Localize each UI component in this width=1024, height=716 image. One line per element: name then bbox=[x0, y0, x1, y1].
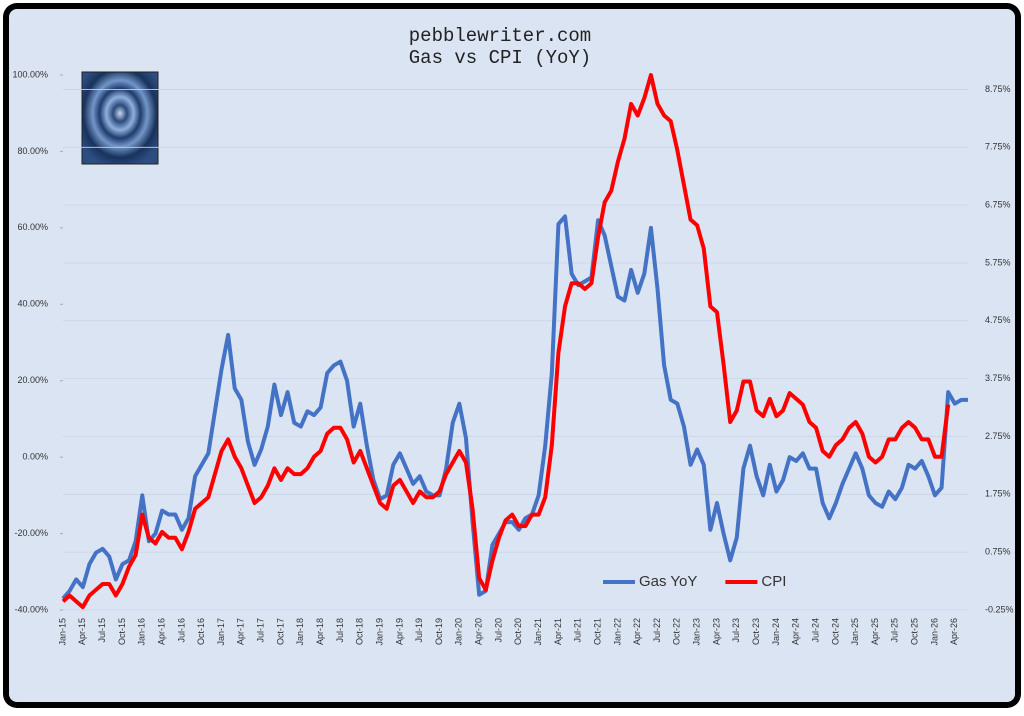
x-tick-label: Jul-16 bbox=[176, 618, 186, 643]
x-tick-label: Jul-23 bbox=[731, 618, 741, 643]
x-tick-label: Jan-16 bbox=[137, 618, 147, 646]
y2-tick-label: 3.75% bbox=[985, 373, 1011, 383]
y2-tick-label: 8.75% bbox=[985, 84, 1011, 94]
x-tick-label: Jan-26 bbox=[929, 618, 939, 646]
x-tick-label: Jul-17 bbox=[256, 618, 266, 643]
x-tick-label: Jul-25 bbox=[890, 618, 900, 643]
x-tick-label: Jan-15 bbox=[57, 618, 67, 646]
x-tick-label: Apr-16 bbox=[156, 618, 166, 645]
x-tick-label: Oct-22 bbox=[672, 618, 682, 645]
x-tick-label: Jan-22 bbox=[612, 618, 622, 646]
x-tick-label: Jan-23 bbox=[692, 618, 702, 646]
y2-tick-label: 2.75% bbox=[985, 431, 1011, 441]
x-tick-label: Apr-22 bbox=[632, 618, 642, 645]
y2-tick-label: -0.25% bbox=[985, 604, 1014, 614]
y-tick-label: 60.00% bbox=[17, 222, 48, 232]
y-tick-label: -20.00% bbox=[14, 528, 48, 538]
x-tick-label: Jul-24 bbox=[810, 618, 820, 643]
legend-label: Gas YoY bbox=[639, 573, 697, 590]
x-tick-label: Oct-15 bbox=[117, 618, 127, 645]
y-tick-label: 40.00% bbox=[17, 299, 48, 309]
y2-tick-label: 5.75% bbox=[985, 257, 1011, 267]
x-tick-label: Oct-25 bbox=[910, 618, 920, 645]
x-tick-label: Jul-19 bbox=[414, 618, 424, 643]
y2-tick-label: 7.75% bbox=[985, 142, 1011, 152]
x-tick-label: Oct-21 bbox=[592, 618, 602, 645]
x-tick-label: Oct-20 bbox=[513, 618, 523, 645]
x-tick-label: Jan-21 bbox=[533, 618, 543, 646]
chart-title: pebblewriter.com bbox=[409, 25, 591, 47]
y-tick-label: 20.00% bbox=[17, 375, 48, 385]
x-tick-label: Oct-16 bbox=[196, 618, 206, 645]
x-tick-label: Apr-25 bbox=[870, 618, 880, 645]
x-tick-label: Oct-24 bbox=[830, 618, 840, 645]
plot-background bbox=[9, 9, 1015, 702]
line-series bbox=[61, 73, 951, 610]
x-tick-label: Jul-22 bbox=[652, 618, 662, 643]
y2-tick-label: 1.75% bbox=[985, 489, 1011, 499]
y-tick-label: 100.00% bbox=[12, 69, 48, 79]
x-tick-label: Jul-21 bbox=[573, 618, 583, 643]
y2-tick-label: 4.75% bbox=[985, 315, 1011, 325]
logo bbox=[81, 71, 159, 165]
x-tick-label: Jan-18 bbox=[295, 618, 305, 646]
x-tick-label: Apr-15 bbox=[77, 618, 87, 645]
x-tick-label: Jan-20 bbox=[454, 618, 464, 646]
line-series bbox=[61, 214, 968, 600]
x-tick-label: Oct-19 bbox=[434, 618, 444, 645]
x-tick-label: Apr-17 bbox=[236, 618, 246, 645]
y-tick-label: -40.00% bbox=[14, 604, 48, 614]
x-tick-label: Apr-24 bbox=[791, 618, 801, 645]
x-tick-label: Jul-18 bbox=[335, 618, 345, 643]
x-tick-label: Apr-19 bbox=[394, 618, 404, 645]
x-tick-label: Oct-23 bbox=[751, 618, 761, 645]
y2-tick-label: 0.75% bbox=[985, 547, 1011, 557]
x-tick-label: Apr-18 bbox=[315, 618, 325, 645]
x-tick-label: Apr-26 bbox=[949, 618, 959, 645]
x-tick-label: Apr-23 bbox=[711, 618, 721, 645]
legend-label: CPI bbox=[761, 573, 786, 590]
x-tick-label: Jan-24 bbox=[771, 618, 781, 646]
x-tick-label: Jan-25 bbox=[850, 618, 860, 646]
x-tick-label: Jul-20 bbox=[493, 618, 503, 643]
x-tick-label: Jan-17 bbox=[216, 618, 226, 646]
x-tick-label: Apr-20 bbox=[474, 618, 484, 645]
y2-tick-label: 6.75% bbox=[985, 200, 1011, 210]
chart-subtitle: Gas vs CPI (YoY) bbox=[409, 47, 591, 69]
x-tick-label: Apr-21 bbox=[553, 618, 563, 645]
x-tick-label: Oct-18 bbox=[355, 618, 365, 645]
x-tick-label: Jul-15 bbox=[97, 618, 107, 643]
x-tick-label: Oct-17 bbox=[275, 618, 285, 645]
y-tick-label: 0.00% bbox=[22, 452, 48, 462]
y-tick-label: 80.00% bbox=[17, 146, 48, 156]
x-tick-label: Jan-19 bbox=[374, 618, 384, 646]
